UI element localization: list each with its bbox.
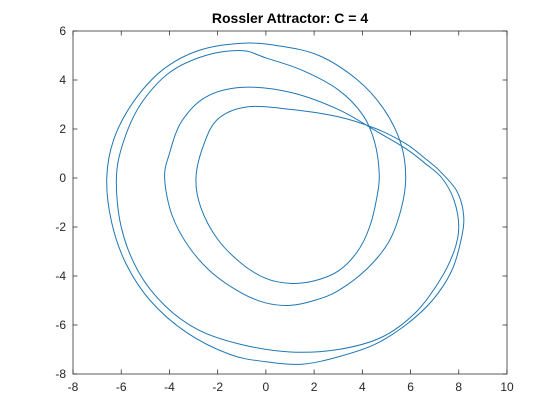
y-tick-label: 0	[59, 171, 66, 185]
y-tick-label: -8	[55, 367, 66, 381]
x-tick-label: 10	[500, 380, 514, 394]
y-tick-label: 4	[59, 73, 66, 87]
series-layer	[106, 42, 465, 365]
x-tick-label: 2	[311, 380, 318, 394]
x-tick-label: 8	[455, 380, 462, 394]
x-tick-label: -6	[116, 380, 127, 394]
x-tick-label: -4	[164, 380, 175, 394]
x-tick-label: -8	[68, 380, 79, 394]
attractor-trajectory-line	[106, 42, 465, 365]
y-tick-label: -4	[55, 269, 66, 283]
x-tick-label: 6	[407, 380, 414, 394]
plot-area	[72, 30, 508, 375]
x-tick-label: 4	[359, 380, 366, 394]
y-tick-label: -6	[55, 318, 66, 332]
y-tick-label: 2	[59, 122, 66, 136]
x-tick-label: -2	[212, 380, 223, 394]
chart-title: Rossler Attractor: C = 4	[212, 10, 368, 26]
y-tick-label: 6	[59, 24, 66, 38]
axis-ticks: -8 -6 -4 -2 0 2 4 6 8 10 -8 -6 -4 -2 0 2 4 6	[55, 24, 514, 394]
x-tick-label: 0	[263, 380, 270, 394]
y-tick-label: -2	[55, 220, 66, 234]
